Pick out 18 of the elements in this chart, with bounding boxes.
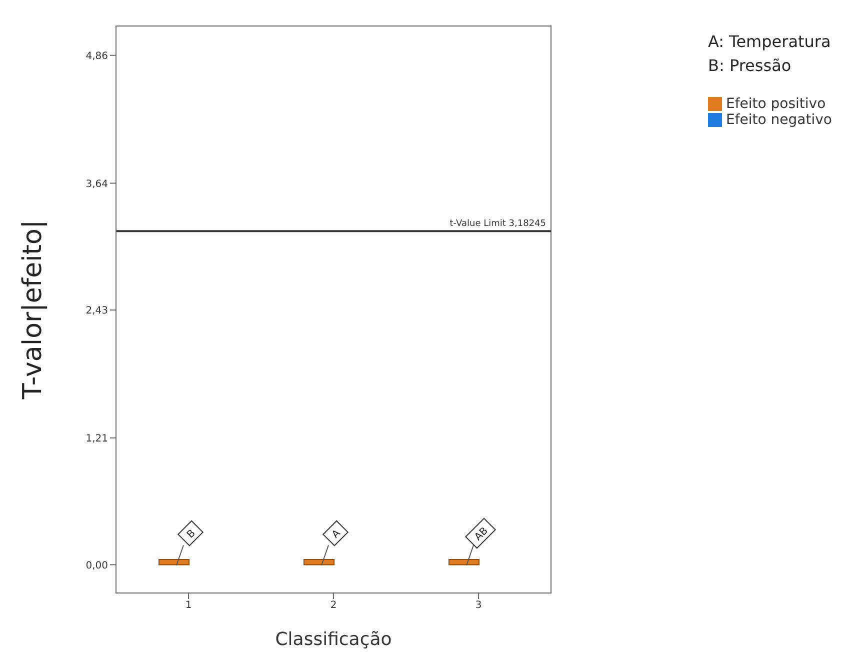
y-tick-label: 4,86 xyxy=(86,50,108,62)
y-axis-title: T-valor|efeito| xyxy=(18,220,48,400)
y-tick-label: 0,00 xyxy=(86,560,108,572)
ref-line-label: t-Value Limit 3,18245 xyxy=(450,219,546,230)
x-tick-label: 1 xyxy=(185,600,192,612)
annotation: A xyxy=(330,528,343,541)
x-tick-label: 3 xyxy=(475,600,482,612)
annotation: B xyxy=(185,528,198,541)
y-tick-label: 2,43 xyxy=(86,306,108,317)
annotation: AB xyxy=(472,525,490,544)
x-tick-label: 2 xyxy=(330,600,337,612)
text: A: Temperatura xyxy=(708,31,831,53)
text: B: Pressão xyxy=(708,55,792,77)
x-axis-title: Classificação xyxy=(275,629,392,650)
y-tick-label: 3,64 xyxy=(86,178,108,190)
y-tick-label: 1,21 xyxy=(86,433,108,444)
legend-label: Efeito positivo xyxy=(726,96,826,112)
legend-label: Efeito negativo xyxy=(726,112,832,128)
